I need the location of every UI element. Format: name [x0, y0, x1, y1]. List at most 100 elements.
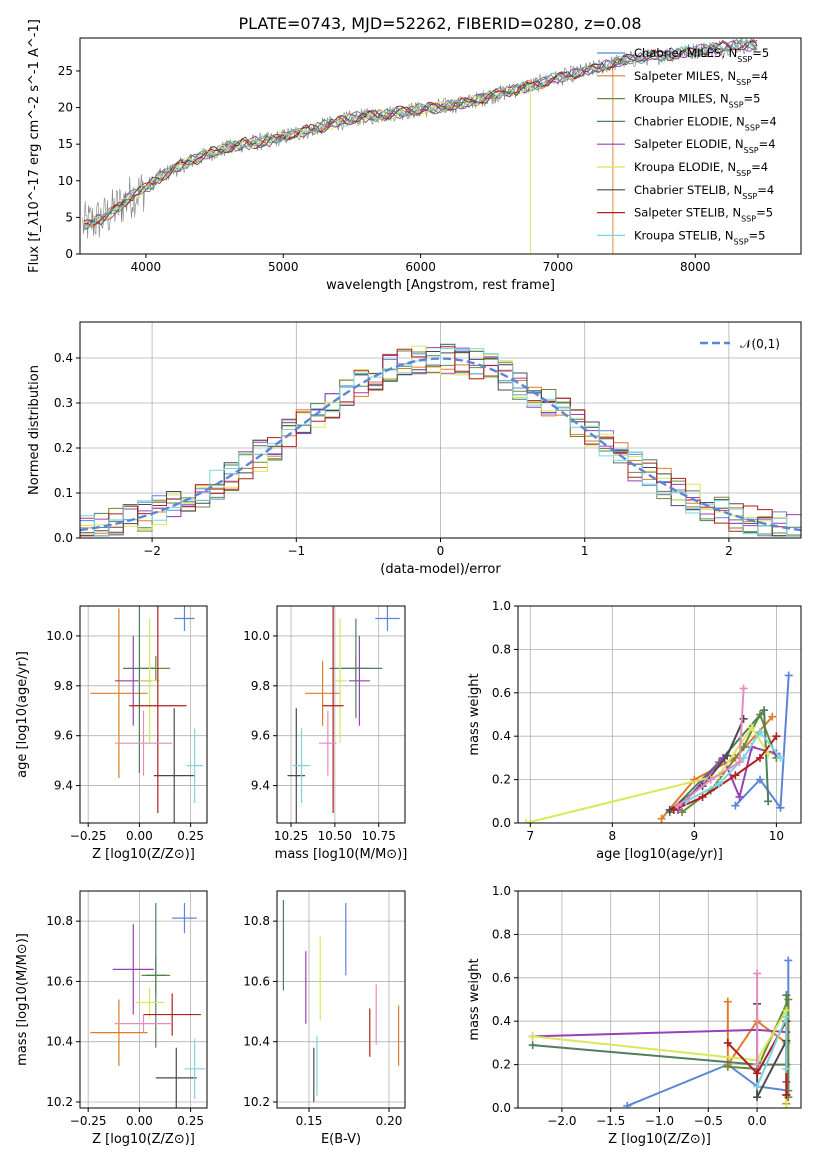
mass-weight-marker: [772, 732, 781, 741]
y-tick-label: 9.4: [54, 779, 73, 793]
x-tick-label: 0.25: [177, 829, 204, 843]
x-tick-label: 8: [609, 829, 617, 843]
axes-frame: [79, 605, 208, 824]
y-tick-label: 10.6: [46, 974, 73, 988]
x-tick-label: −0.25: [70, 1114, 107, 1128]
x-axis-label: mass [log10(M/M⊙)]: [275, 847, 408, 862]
y-tick-label: 10.2: [243, 1095, 270, 1109]
mass-weight-marker: [782, 991, 791, 1000]
x-axis-label: Z [log10(Z/Z⊙)]: [92, 1132, 195, 1147]
y-tick-label: 9.6: [251, 729, 270, 743]
y-axis-label: Normed distribution: [27, 365, 42, 495]
y-axis-label: mass weight: [467, 958, 482, 1040]
mass-weight-vs-age-panel: 7 8 9 10 0.0 0.2 0.4 0.6 0.8 1.0 age [log10(age/yr…: [467, 599, 802, 862]
y-tick-label: 0.4: [492, 1014, 511, 1028]
plot-area: [528, 956, 793, 1108]
x-tick-label: 9: [691, 829, 699, 843]
y-tick-label: 0: [65, 247, 73, 261]
axes-frame: [276, 605, 406, 824]
legend-label: Salpeter MILES, NSSP=4: [634, 69, 768, 87]
y-tick-label: 5: [65, 210, 73, 224]
y-tick-label: 20: [58, 101, 73, 115]
model-spectrum-line: [84, 38, 758, 226]
mass-weight-marker: [723, 751, 732, 760]
mass-weight-marker: [782, 1104, 791, 1108]
y-axis-label: age [log10(age/yr)]: [15, 651, 30, 778]
plot-area: [90, 903, 205, 1108]
mass-weight-line: [525, 725, 770, 823]
x-tick-label: 10: [769, 829, 784, 843]
histogram-step: [80, 348, 801, 537]
mass-weight-marker: [753, 1082, 762, 1091]
legend-label: Salpeter STELIB, NSSP=5: [634, 206, 773, 224]
x-tick-label: 0: [437, 544, 445, 558]
y-tick-label: 10.8: [243, 914, 270, 928]
x-axis-label: Z [log10(Z/Z⊙)]: [92, 847, 195, 862]
plot-area: [522, 671, 793, 823]
axes-frame: [276, 890, 406, 1109]
mass-weight-marker: [753, 969, 762, 978]
y-tick-label: 0.0: [54, 531, 73, 545]
z-vs-age-panel: −0.25 0.00 0.25 9.4 9.6 9.8 10.0 Z [log10(Z/Z⊙)…: [15, 605, 208, 862]
mass-weight-marker: [784, 671, 793, 680]
plot-area: [80, 343, 801, 537]
x-tick-label: 0.20: [376, 1114, 403, 1128]
mass-weight-marker: [657, 814, 666, 823]
mass-weight-vs-z-panel: −2.0 −1.5 −1.0 −0.5 0.0 0.0 0.2 0.4 0.6 0.8 1.0 Z […: [467, 884, 802, 1147]
x-tick-label: 6000: [405, 260, 436, 274]
x-tick-label: 8000: [680, 260, 711, 274]
mass-weight-marker: [723, 997, 732, 1006]
mass-weight-marker: [782, 1012, 791, 1021]
mass-weight-marker: [753, 1060, 762, 1069]
y-tick-label: 9.8: [54, 679, 73, 693]
mass-weight-marker: [782, 1064, 791, 1073]
mass-weight-line: [734, 675, 790, 811]
mass-weight-marker: [528, 1041, 537, 1050]
mass-weight-marker: [764, 797, 773, 806]
model-spectrum-line: [83, 83, 531, 254]
mass-weight-marker: [753, 1069, 762, 1078]
axes-frame: [79, 890, 208, 1109]
plot-area: [82, 38, 758, 254]
x-axis-label: E(B-V): [321, 1132, 361, 1147]
y-tick-label: 1.0: [492, 884, 511, 898]
mass-weight-marker: [678, 808, 687, 817]
y-tick-label: 10.4: [46, 1035, 73, 1049]
mass-weight-marker: [755, 775, 764, 784]
x-tick-label: −1.5: [596, 1114, 625, 1128]
legend-label: Kroupa MILES, NSSP=5: [634, 92, 760, 110]
mass-weight-marker: [735, 792, 744, 801]
x-tick-label: 5000: [268, 260, 299, 274]
y-tick-label: 9.4: [251, 779, 270, 793]
x-tick-label: −1: [287, 544, 305, 558]
y-tick-label: 10.8: [46, 914, 73, 928]
mass-weight-marker: [739, 753, 748, 762]
mass-weight-marker: [723, 1062, 732, 1071]
y-tick-label: 0.8: [492, 927, 511, 941]
ebv-vs-mass-panel: 0.15 0.20 10.2 10.4 10.6 10.8 E(B-V): [243, 890, 406, 1147]
y-tick-label: 0.2: [492, 773, 511, 787]
mass-weight-marker: [731, 771, 740, 780]
y-tick-label: 10.4: [243, 1035, 270, 1049]
plot-area: [282, 900, 400, 1102]
x-tick-label: 1: [581, 544, 589, 558]
y-tick-label: 10.6: [243, 974, 270, 988]
y-tick-label: 10.0: [46, 629, 73, 643]
x-axis-label: wavelength [Angstrom, rest frame]: [326, 278, 555, 293]
x-tick-label: 0.00: [126, 829, 153, 843]
mass-vs-age-panel: 10.25 10.50 10.75 9.4 9.6 9.8 10.0 mass [log10(…: [243, 605, 408, 862]
y-tick-label: 0.0: [492, 816, 511, 830]
mass-weight-marker: [776, 803, 785, 812]
legend-label: Kroupa ELODIE, NSSP=4: [634, 160, 768, 178]
x-tick-label: 0.00: [126, 1114, 153, 1128]
y-tick-label: 15: [58, 137, 73, 151]
y-tick-label: 0.4: [492, 729, 511, 743]
x-axis-label: Z [log10(Z/Z⊙)]: [608, 1132, 711, 1147]
axes-frame: [79, 37, 802, 255]
y-tick-label: 10.0: [243, 629, 270, 643]
x-tick-label: −2: [143, 544, 161, 558]
legend-label: Salpeter ELODIE, NSSP=4: [634, 137, 776, 155]
mass-weight-marker: [522, 819, 531, 823]
y-tick-label: 0.4: [54, 351, 73, 365]
mass-weight-marker: [782, 1090, 791, 1099]
